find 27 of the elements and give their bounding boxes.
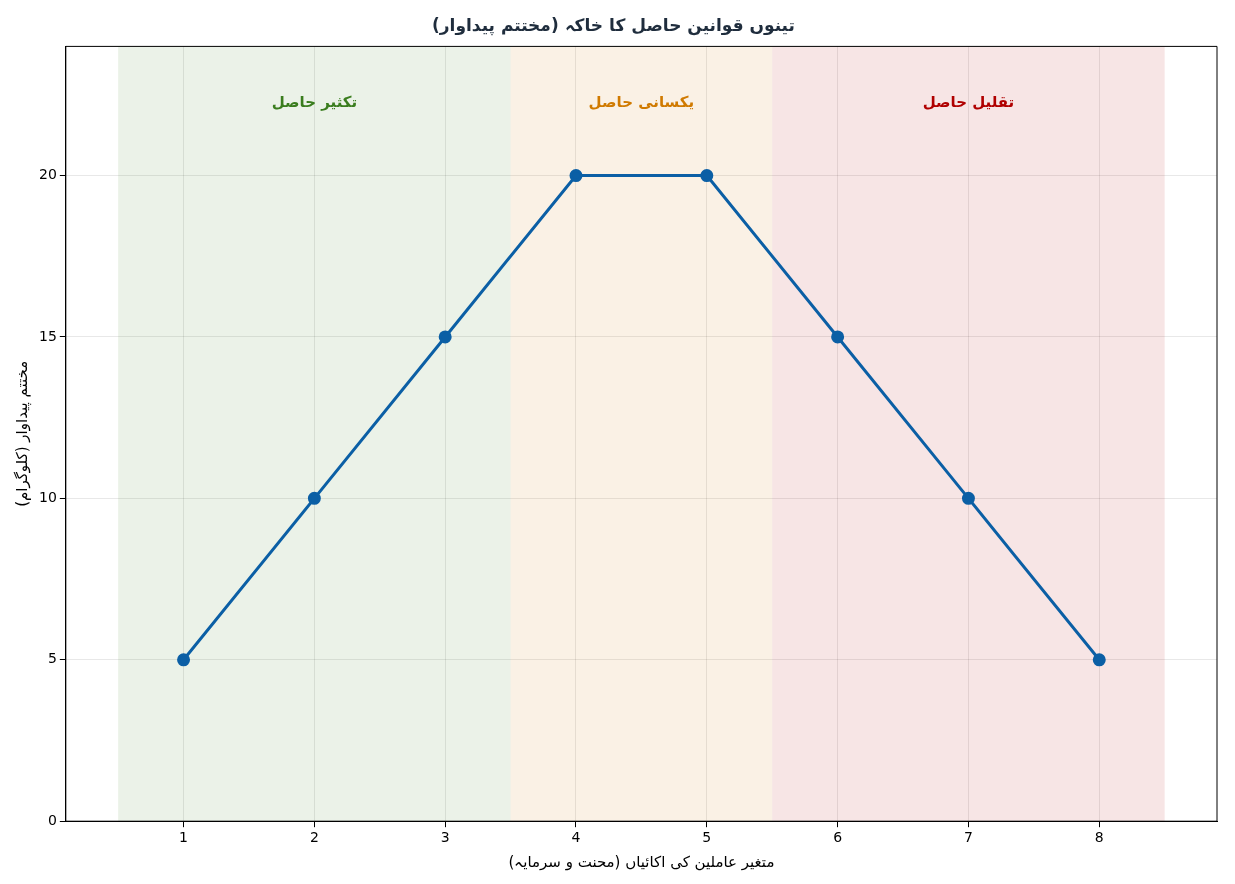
band-label: یکسانی حاصل [588,93,695,112]
point [831,330,845,344]
x-tick-label: 3 [440,829,450,846]
y-axis-title: مختتم پیداوار (کلوگرام) [12,360,32,507]
point [569,169,583,183]
y-tick-label: 5 [47,650,57,667]
x-tick-label: 7 [963,829,973,846]
point [438,330,452,344]
point [961,491,975,505]
x-tick-label: 8 [1094,829,1104,846]
y-tick-label: 10 [38,489,57,506]
band-label: تقلیل حاصل [922,93,1015,112]
x-axis-title: متغیر عاملین کی اکائیاں (محنت و سرمایہ) [508,852,775,871]
chart-title: تینوں قوانین حاصل کا خاکہ (مختتم پیداوار) [432,14,795,36]
x-tick-label: 6 [833,829,843,846]
x-tick-label: 5 [702,829,712,846]
point [700,169,714,183]
x-tick-label: 2 [309,829,319,846]
point [1092,653,1106,667]
y-tick-label: 20 [38,166,57,183]
y-tick-label: 0 [47,811,57,828]
point [177,653,191,667]
y-tick-label: 15 [38,327,57,344]
x-tick-label: 4 [571,829,581,846]
point [307,491,321,505]
x-tick-label: 1 [179,829,189,846]
band-label: تکثیر حاصل [271,93,358,112]
